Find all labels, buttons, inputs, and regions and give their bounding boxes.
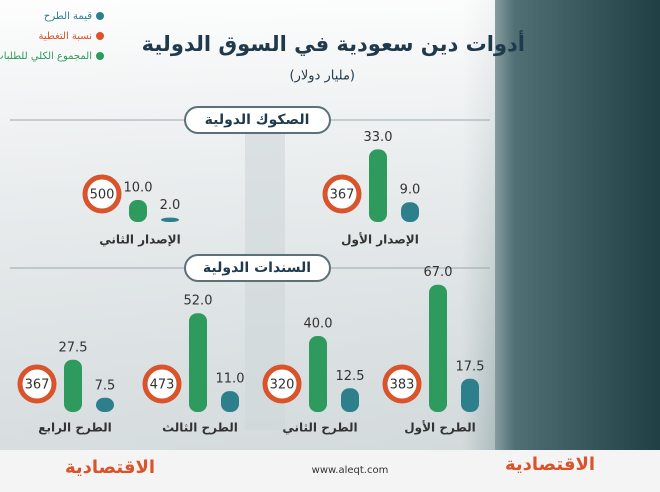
section-pill xyxy=(184,106,331,134)
value-label: 12.5 xyxy=(336,369,365,384)
coverage-ring xyxy=(82,174,122,214)
section-title: السندات الدولية xyxy=(203,260,311,276)
coverage-ring xyxy=(17,364,57,404)
coverage-label: 500 xyxy=(90,188,115,203)
bar xyxy=(401,202,419,222)
value-label: 52.0 xyxy=(184,294,213,309)
coverage-label: 473 xyxy=(150,378,175,393)
bar xyxy=(161,217,179,222)
bar xyxy=(129,200,147,222)
legend-swatch xyxy=(96,52,104,60)
subtitle: (مليار دولار) xyxy=(290,69,355,84)
coverage-label: 383 xyxy=(390,378,415,393)
coverage-ring xyxy=(322,174,362,214)
bar xyxy=(461,378,479,412)
bar xyxy=(189,313,207,412)
legend-label: المجموع الكلي للطلبات xyxy=(0,51,92,62)
value-label: 33.0 xyxy=(364,130,393,145)
bar xyxy=(369,149,387,222)
category-label: الطرح الثالث xyxy=(162,421,238,435)
coverage-label: 320 xyxy=(270,378,295,393)
legend-swatch xyxy=(96,12,104,20)
category-label: الإصدار الثاني xyxy=(99,233,180,247)
legend-label: قيمة الطرح xyxy=(44,11,92,22)
coverage-label: 367 xyxy=(25,378,50,393)
coverage-ring xyxy=(262,364,302,404)
value-label: 67.0 xyxy=(424,265,453,280)
bar xyxy=(309,336,327,412)
footer-bar xyxy=(0,450,660,492)
coverage-label: 367 xyxy=(330,188,355,203)
bar xyxy=(221,391,239,412)
legend-label: نسبة التغطية xyxy=(38,31,92,42)
value-label: 40.0 xyxy=(304,317,333,332)
category-label: الإصدار الأول xyxy=(341,232,419,248)
legend-swatch xyxy=(96,32,104,40)
section-pill xyxy=(184,254,331,282)
logo: الاقتصادية xyxy=(65,457,155,478)
section-title: الصكوك الدولية xyxy=(205,112,310,128)
category-label: الطرح الثاني xyxy=(282,421,357,435)
bar xyxy=(64,359,82,412)
value-label: 17.5 xyxy=(456,359,485,374)
value-label: 2.0 xyxy=(160,198,181,213)
coverage-ring xyxy=(142,364,182,404)
value-label: 11.0 xyxy=(216,372,245,387)
coverage-ring xyxy=(382,364,422,404)
category-label: الطرح الرابع xyxy=(38,421,112,435)
logo: الاقتصادية xyxy=(505,454,595,475)
value-label: 10.0 xyxy=(124,181,153,196)
bar xyxy=(429,284,447,412)
value-label: 7.5 xyxy=(95,378,116,393)
url: www.aleqt.com xyxy=(312,465,389,476)
value-label: 27.5 xyxy=(59,340,88,355)
category-label: الطرح الأول xyxy=(404,420,476,436)
bar xyxy=(96,397,114,412)
value-label: 9.0 xyxy=(400,183,421,198)
title: أدوات دين سعودية في السوق الدولية xyxy=(142,29,525,56)
bar xyxy=(341,388,359,412)
